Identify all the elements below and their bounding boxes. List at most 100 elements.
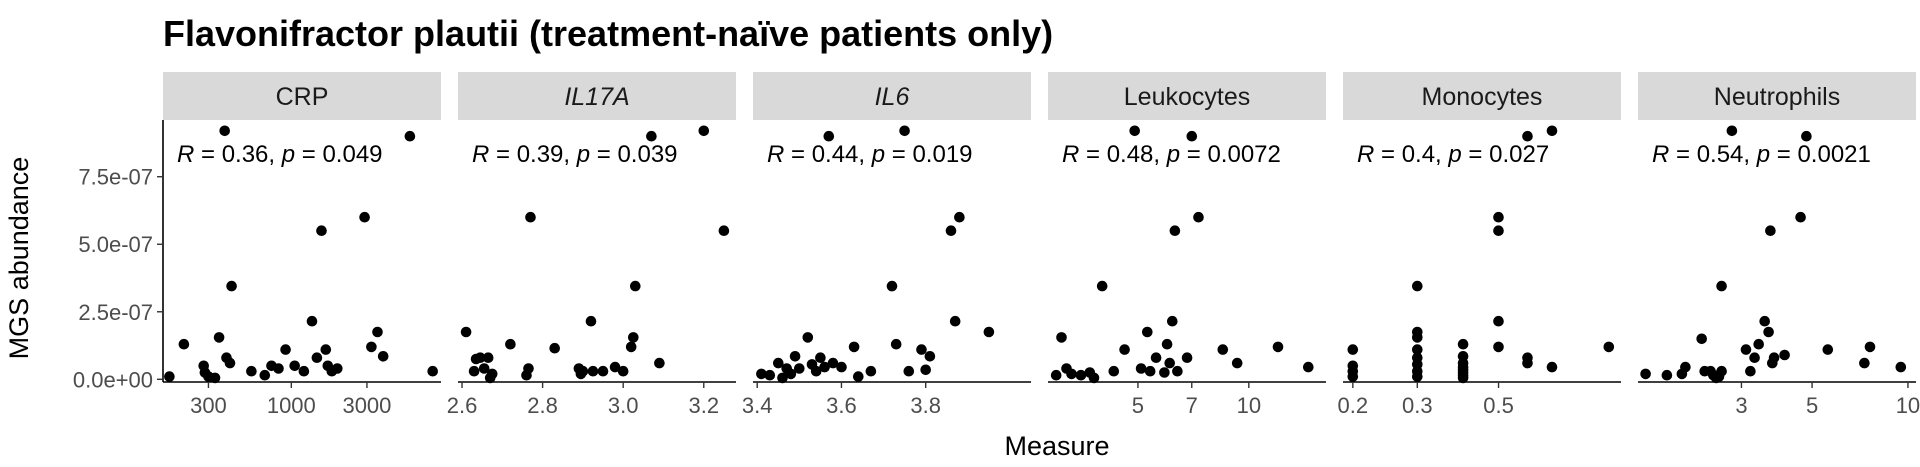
data-point bbox=[259, 369, 271, 381]
y-tick-label: 0.0e+00 bbox=[73, 367, 153, 392]
data-point bbox=[815, 352, 826, 364]
data-point bbox=[1412, 332, 1423, 343]
data-point bbox=[1150, 352, 1162, 364]
data-point bbox=[823, 130, 835, 142]
data-point bbox=[1546, 125, 1558, 137]
data-point bbox=[549, 342, 560, 354]
y-axis-title: MGS abundance bbox=[4, 157, 34, 360]
data-point bbox=[1763, 326, 1774, 338]
data-point bbox=[1740, 344, 1752, 355]
data-point bbox=[1726, 125, 1738, 137]
facet-strip bbox=[1638, 72, 1916, 120]
data-point bbox=[903, 365, 915, 377]
data-point bbox=[1347, 344, 1359, 355]
correlation-label: R = 0.4, p = 0.027 bbox=[1357, 141, 1549, 168]
data-point bbox=[468, 365, 480, 377]
data-point bbox=[865, 365, 877, 377]
data-point bbox=[1716, 365, 1727, 377]
data-point bbox=[890, 338, 902, 350]
data-point bbox=[819, 361, 830, 373]
x-axis-title: Measure bbox=[1004, 431, 1109, 461]
data-point bbox=[1522, 357, 1533, 369]
x-tick-label: 0.5 bbox=[1483, 393, 1514, 418]
data-point bbox=[802, 332, 814, 343]
data-point bbox=[1546, 361, 1558, 373]
data-point bbox=[366, 341, 377, 353]
facet-panel: Monocytes 0.2 0.3 0.5 R = 0.4, p = 0.027 bbox=[1338, 72, 1621, 418]
facet-panel: IL17A 2.6 2.8 3.0 3.2 R = 0.39, p = 0.039 bbox=[447, 72, 736, 418]
data-point bbox=[280, 344, 291, 355]
data-point bbox=[505, 338, 516, 350]
data-point bbox=[209, 372, 221, 384]
facet-strip-label: CRP bbox=[276, 83, 329, 111]
data-point bbox=[474, 352, 486, 364]
x-tick-label: 0.3 bbox=[1402, 393, 1433, 418]
data-point bbox=[246, 365, 257, 377]
data-point bbox=[219, 125, 230, 137]
data-point bbox=[1765, 225, 1776, 236]
data-point bbox=[289, 360, 301, 372]
data-point bbox=[1119, 344, 1130, 355]
data-point bbox=[1161, 338, 1173, 350]
data-point bbox=[332, 363, 343, 374]
data-point bbox=[899, 125, 910, 137]
data-point bbox=[1186, 130, 1198, 142]
y-axis: 0.0e+00 2.5e-07 5.0e-07 7.5e-07 bbox=[73, 120, 164, 392]
data-point bbox=[949, 315, 961, 327]
data-point bbox=[597, 365, 609, 377]
chart-title: Flavonifractor plautii (treatment-naïve … bbox=[163, 13, 1053, 54]
data-point bbox=[794, 363, 805, 374]
data-point bbox=[1457, 372, 1469, 384]
x-tick-label: 2.6 bbox=[447, 393, 478, 418]
data-point bbox=[372, 326, 383, 338]
data-point bbox=[916, 344, 927, 355]
data-point bbox=[1759, 315, 1770, 327]
data-point bbox=[1347, 371, 1359, 382]
data-point bbox=[827, 357, 839, 369]
x-tick-label: 300 bbox=[190, 393, 227, 418]
x-tick-label: 10 bbox=[1896, 393, 1920, 418]
data-point bbox=[1603, 341, 1615, 353]
data-point bbox=[1716, 280, 1727, 292]
x-tick-label: 3.4 bbox=[742, 393, 773, 418]
data-point bbox=[1680, 361, 1691, 373]
data-point bbox=[224, 357, 236, 369]
data-point bbox=[1661, 369, 1673, 381]
data-point bbox=[853, 371, 864, 382]
x-tick-label: 10 bbox=[1237, 393, 1261, 418]
data-point bbox=[1749, 352, 1760, 364]
data-point bbox=[756, 368, 767, 380]
data-point bbox=[983, 326, 995, 338]
data-point bbox=[306, 315, 318, 327]
data-point bbox=[525, 211, 536, 223]
data-point bbox=[1859, 357, 1870, 369]
data-point bbox=[226, 280, 237, 292]
data-point bbox=[311, 352, 323, 364]
data-point bbox=[646, 130, 657, 142]
data-point bbox=[404, 130, 416, 142]
facet-panel: Neutrophils 3 5 10 R = 0.54, p = 0.0021 bbox=[1638, 72, 1920, 418]
data-point bbox=[1272, 341, 1284, 353]
data-point bbox=[1412, 371, 1423, 382]
data-point bbox=[1164, 357, 1175, 369]
data-point bbox=[609, 361, 621, 373]
correlation-label: R = 0.44, p = 0.019 bbox=[767, 141, 973, 168]
facet-strip bbox=[458, 72, 736, 120]
data-point bbox=[1864, 341, 1876, 353]
data-point bbox=[427, 365, 439, 377]
x-tick-label: 5 bbox=[1806, 393, 1818, 418]
data-point bbox=[577, 365, 589, 377]
facet-panel: IL6 3.4 3.6 3.8 R = 0.44, p = 0.019 bbox=[742, 72, 1031, 418]
x-tick-label: 3000 bbox=[342, 393, 391, 418]
facet-strip bbox=[1343, 72, 1621, 120]
data-point bbox=[1779, 349, 1790, 361]
data-point bbox=[1795, 211, 1806, 223]
facet-strip-label: Monocytes bbox=[1422, 83, 1543, 111]
data-point bbox=[273, 363, 284, 374]
data-point bbox=[1159, 367, 1170, 378]
data-point bbox=[1768, 352, 1780, 364]
data-point bbox=[836, 361, 847, 373]
data-point bbox=[164, 371, 175, 382]
facet-strip-label: Neutrophils bbox=[1714, 83, 1840, 111]
